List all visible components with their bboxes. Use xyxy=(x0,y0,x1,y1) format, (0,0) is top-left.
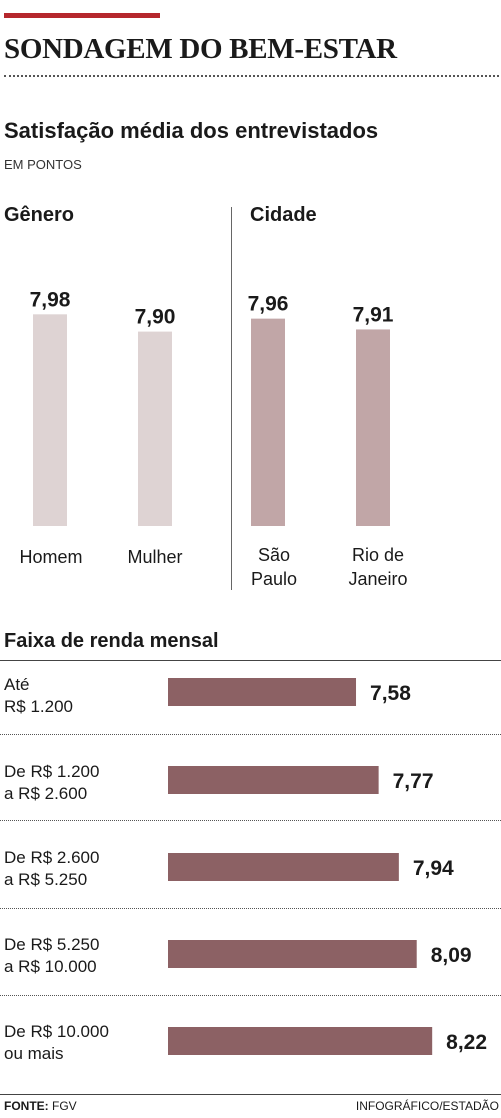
income-row-label-line: ou mais xyxy=(4,1044,64,1063)
income-bar-0 xyxy=(168,678,357,706)
income-row-label-line: a R$ 10.000 xyxy=(4,957,97,976)
income-row-label: De R$ 1.200 a R$ 2.600 xyxy=(4,761,99,805)
chart-unit: EM PONTOS xyxy=(4,157,82,172)
page-title: SONDAGEM DO BEM-ESTAR xyxy=(4,33,397,65)
income-bar-value-label: 8,09 xyxy=(431,944,472,967)
title-dotted-rule xyxy=(4,75,499,77)
income-row-label-line: De R$ 5.250 xyxy=(4,935,100,954)
income-row-label: De R$ 10.000 ou mais xyxy=(4,1021,109,1065)
bar-value-label: 7,96 xyxy=(248,293,289,316)
bar-3 xyxy=(356,329,390,526)
category-label-mulher: Mulher xyxy=(115,545,195,569)
category-label-line: São xyxy=(257,545,291,565)
income-row-label: De R$ 5.250 a R$ 10.000 xyxy=(4,934,99,978)
footer-source: FONTE: FGV xyxy=(4,1099,77,1113)
category-label-homem: Homem xyxy=(10,545,92,569)
top-accent-bar xyxy=(4,13,160,18)
footer-rule xyxy=(0,1094,501,1095)
income-bar-3 xyxy=(168,940,417,968)
income-bar-2 xyxy=(168,853,399,881)
income-top-rule xyxy=(0,660,501,661)
income-bar-4 xyxy=(168,1027,433,1055)
footer-credit: INFOGRÁFICO/ESTADÃO xyxy=(355,1099,499,1113)
income-chart-title: Faixa de renda mensal xyxy=(4,630,219,652)
bar-0 xyxy=(33,314,67,526)
group-label-cidade: Cidade xyxy=(250,204,317,226)
income-bar-chart: 7,58 7,77 7,94 8,09 8,22 xyxy=(168,678,487,1055)
category-label-line: Homem xyxy=(19,547,83,567)
category-label-line: Janeiro xyxy=(348,569,408,589)
income-row-label-line: Até xyxy=(4,675,30,694)
income-bar-value-label: 8,22 xyxy=(446,1031,487,1054)
row-separator xyxy=(0,820,501,821)
category-label-line: Mulher xyxy=(127,547,183,567)
group-label-genero: Gênero xyxy=(4,204,75,226)
income-row-label-line: R$ 1.200 xyxy=(4,697,73,716)
income-row-label: De R$ 2.600 a R$ 5.250 xyxy=(4,847,99,891)
income-row-label-line: De R$ 10.000 xyxy=(4,1022,109,1041)
group-divider xyxy=(231,207,232,590)
bar-1 xyxy=(138,331,172,526)
income-row-label-line: De R$ 2.600 xyxy=(4,848,100,867)
category-label-sao-paulo: São Paulo xyxy=(240,543,308,591)
income-bar-1 xyxy=(168,766,379,794)
income-row-label-line: a R$ 2.600 xyxy=(4,784,88,803)
row-separator xyxy=(0,995,501,996)
category-label-line: Rio de xyxy=(351,545,405,565)
income-row-label-line: a R$ 5.250 xyxy=(4,870,88,889)
satisfaction-bar-chart: 7,98 7,90 7,96 7,91 xyxy=(30,288,394,526)
income-bar-value-label: 7,94 xyxy=(413,857,454,880)
income-row-label-line: De R$ 1.200 xyxy=(4,762,100,781)
bar-value-label: 7,91 xyxy=(353,303,394,326)
income-row-label: Até R$ 1.200 xyxy=(4,674,73,718)
bar-value-label: 7,90 xyxy=(135,306,176,329)
bar-2 xyxy=(251,318,285,526)
bar-value-label: 7,98 xyxy=(30,288,71,311)
income-bar-value-label: 7,58 xyxy=(370,682,411,705)
category-label-line: Paulo xyxy=(250,569,298,589)
chart-title: Satisfação média dos entrevistados xyxy=(4,118,379,143)
source-name: FGV xyxy=(52,1099,77,1113)
row-separator xyxy=(0,734,501,735)
category-label-rio-de-janeiro: Rio de Janeiro xyxy=(338,543,418,591)
source-label: FONTE: xyxy=(4,1099,49,1113)
income-bar-value-label: 7,77 xyxy=(393,770,434,793)
row-separator xyxy=(0,908,501,909)
